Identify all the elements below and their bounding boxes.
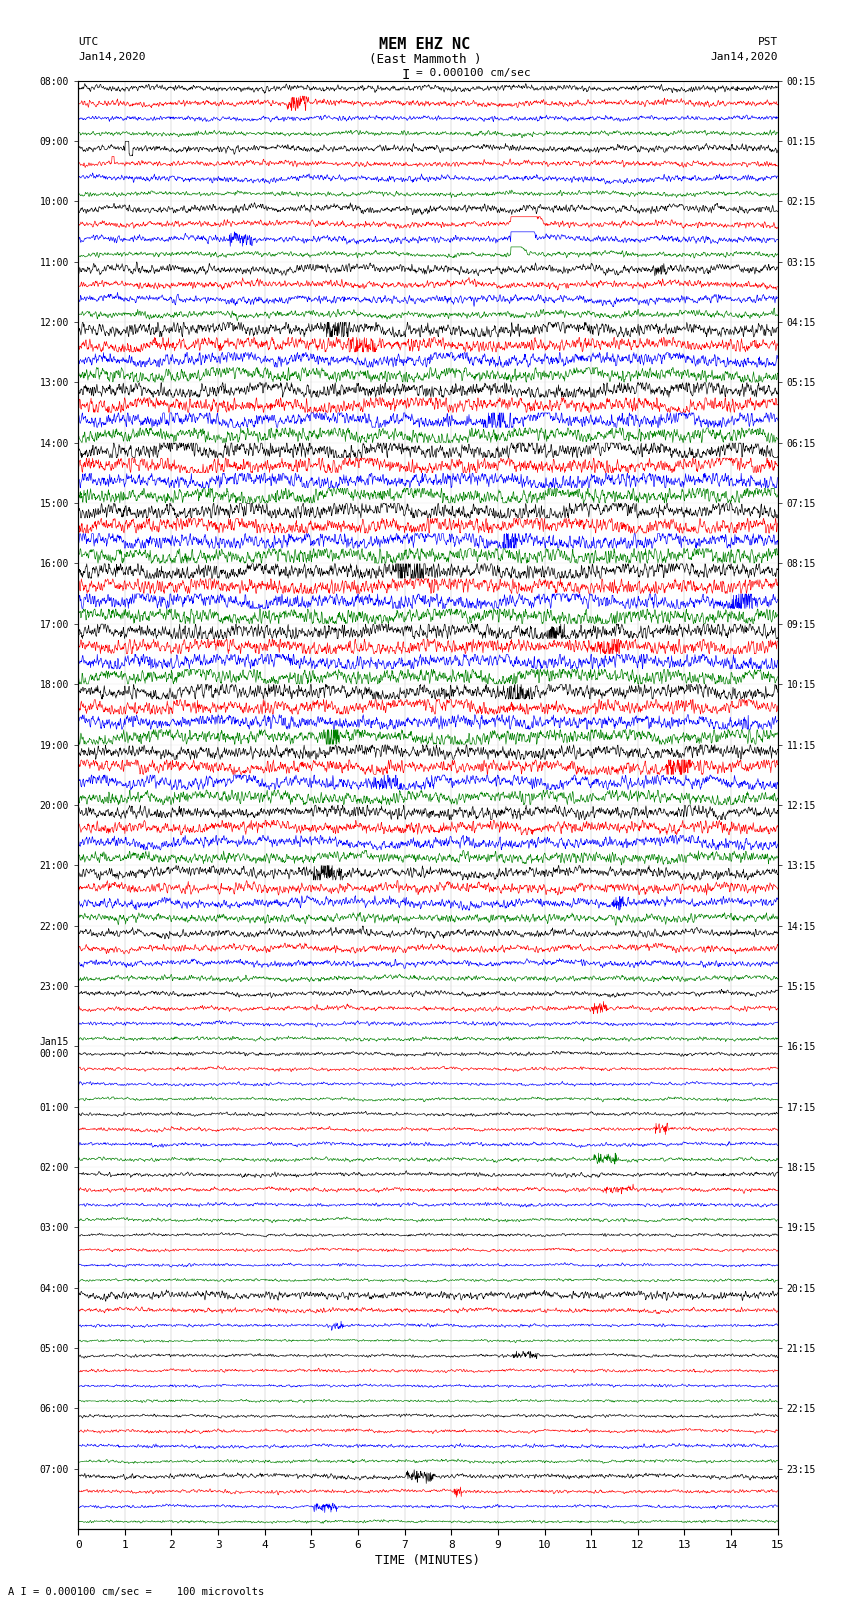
Text: MEM EHZ NC: MEM EHZ NC [379,37,471,52]
Text: Jan14,2020: Jan14,2020 [711,52,778,61]
Text: Jan14,2020: Jan14,2020 [78,52,145,61]
Text: UTC: UTC [78,37,99,47]
Text: I: I [402,68,411,82]
X-axis label: TIME (MINUTES): TIME (MINUTES) [376,1553,480,1566]
Text: = 0.000100 cm/sec: = 0.000100 cm/sec [416,68,531,77]
Text: PST: PST [757,37,778,47]
Text: (East Mammoth ): (East Mammoth ) [369,53,481,66]
Text: A I = 0.000100 cm/sec =    100 microvolts: A I = 0.000100 cm/sec = 100 microvolts [8,1587,264,1597]
